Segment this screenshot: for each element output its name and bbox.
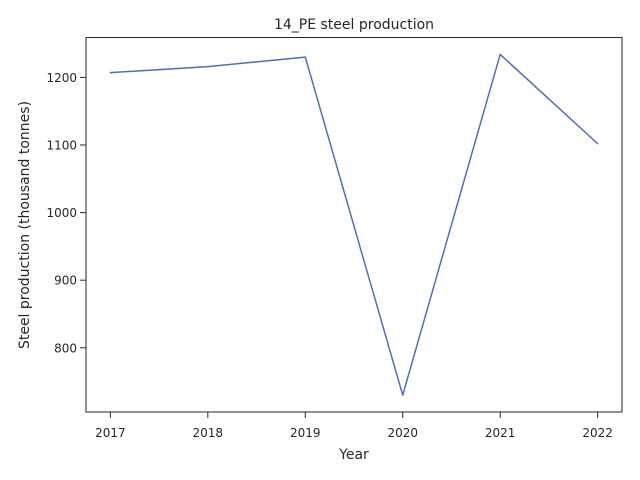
y-tick-label: 1000: [46, 206, 77, 220]
data-point: [109, 71, 112, 74]
data-point: [401, 394, 404, 396]
series-line: [110, 53, 599, 396]
y-ticks: 800 900 1000 1100 1200: [46, 71, 86, 355]
x-ticks: 2017 2018 2019 2020 2021 2022: [95, 412, 613, 440]
data-point: [596, 142, 599, 145]
y-tick-label: 1200: [46, 71, 77, 85]
x-tick-label: 2021: [485, 426, 516, 440]
chart-title: 14_PE steel production: [274, 17, 434, 33]
series-group: [109, 53, 599, 396]
x-tick-label: 2022: [582, 426, 613, 440]
x-tick-label: 2018: [193, 426, 224, 440]
x-tick-label: 2017: [95, 426, 126, 440]
y-axis-label: Steel production (thousand tonnes): [17, 101, 33, 349]
y-tick-label: 1100: [46, 138, 77, 152]
data-point: [207, 65, 209, 68]
y-tick-label: 900: [54, 274, 77, 288]
plot-frame: [85, 37, 623, 413]
data-point: [499, 53, 501, 56]
x-tick-label: 2019: [290, 426, 321, 440]
x-axis-label: Year: [338, 447, 369, 463]
x-tick-label: 2020: [387, 426, 418, 440]
data-point: [304, 56, 307, 58]
y-tick-label: 800: [54, 341, 77, 355]
